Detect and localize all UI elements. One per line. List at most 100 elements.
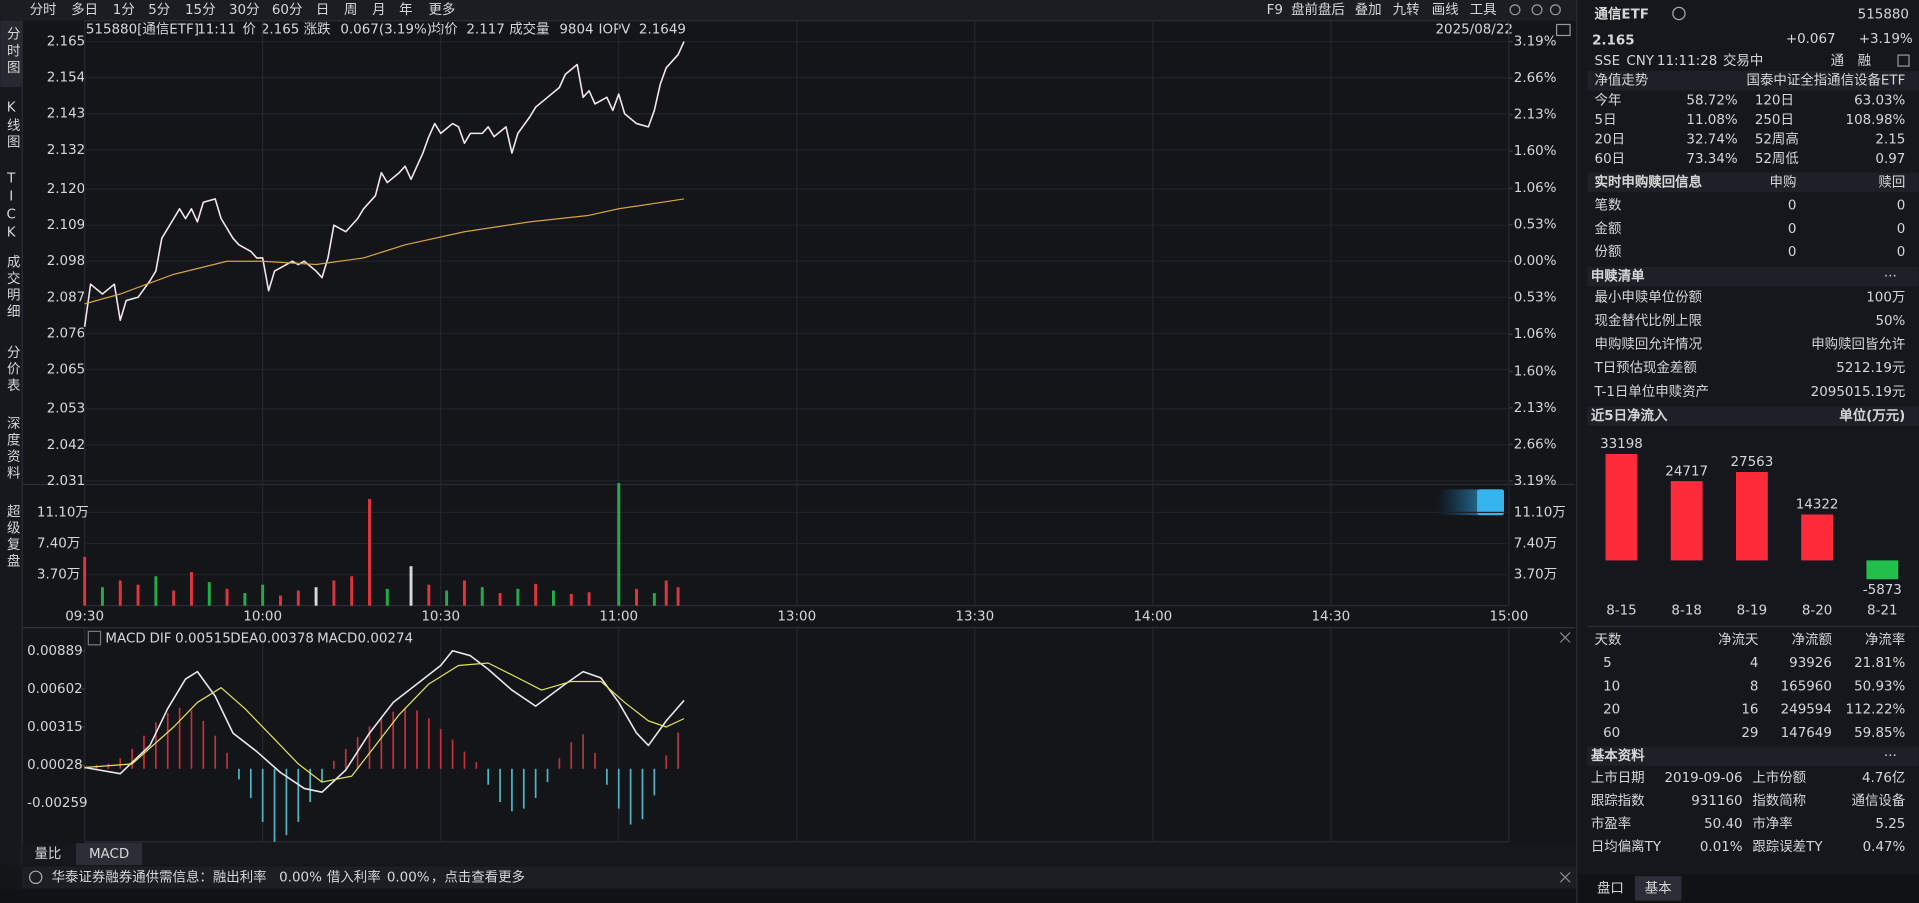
macd-legend: MACD	[317, 632, 357, 647]
toolbar-tool[interactable]: 九转	[1393, 2, 1420, 18]
row-value: 2019-09-06	[1664, 771, 1742, 786]
volume-bar	[409, 566, 413, 606]
toolbar-icons[interactable]	[1509, 4, 1571, 37]
volume-tick-label: 11.10万	[1514, 505, 1566, 520]
flow-category: 8-20	[1802, 604, 1833, 619]
flow-bar	[1605, 453, 1638, 561]
more-button[interactable]: ···	[1884, 270, 1897, 285]
toolbar-tab[interactable]: 多日	[71, 1, 98, 18]
toolbar-tab[interactable]: 月	[372, 3, 385, 18]
toolbar-tool[interactable]: 画线	[1432, 2, 1459, 18]
x-tick-label: 10:00	[243, 610, 282, 625]
price-line	[84, 649, 685, 793]
y2-tick-label: 3.19%	[1514, 474, 1557, 489]
volume-bar	[172, 590, 176, 606]
y-tick-label: 2.031	[47, 474, 85, 489]
status-link[interactable]: ，点击查看更多	[431, 868, 525, 885]
volume-bar	[296, 590, 300, 606]
row-value: 0	[1788, 199, 1797, 214]
average-line	[84, 198, 685, 305]
toolbar-tool[interactable]: 工具	[1470, 3, 1497, 18]
sidebar-tab[interactable]: K线图	[4, 100, 21, 151]
x-tick-label: 14:00	[1133, 610, 1172, 625]
table-cell: 60	[1603, 726, 1620, 741]
volume-bar	[462, 580, 466, 606]
volume-bar	[332, 580, 336, 606]
close-icon[interactable]	[1559, 871, 1571, 883]
help-icon[interactable]	[87, 630, 102, 646]
toolbar-tool[interactable]: F9	[1267, 3, 1283, 18]
quote-price: 2.165	[1592, 33, 1635, 48]
row-value: 4.76亿	[1862, 770, 1905, 786]
panel-tab[interactable]: 盘口	[1597, 879, 1624, 896]
flow-category: 8-18	[1671, 604, 1701, 619]
y2-tick-label: 1.60%	[1514, 144, 1557, 159]
volume-bar	[279, 595, 282, 606]
row-label: T日预估现金差额	[1594, 360, 1698, 376]
x-tick-label: 11:00	[599, 610, 638, 625]
bottom-strip	[0, 889, 1577, 903]
toolbar-tab[interactable]: 周	[344, 3, 357, 18]
status-text: 华泰证券融券通供需信息：融出利率	[52, 868, 267, 885]
panel-tab[interactable]: 基本	[1645, 879, 1672, 896]
toolbar-tab[interactable]: 5分	[148, 2, 170, 18]
macd-value: 0.00274	[357, 632, 413, 647]
sidebar-tab[interactable]: 深度资料	[4, 416, 21, 482]
volume-bar	[118, 580, 122, 606]
x-tick-label: 13:00	[777, 610, 816, 625]
section-title: 净值走势	[1595, 73, 1649, 89]
toolbar-tab[interactable]: 更多	[428, 1, 455, 18]
macd-tick-label: 0.00602	[27, 682, 83, 697]
divider	[1576, 0, 1578, 903]
sidebar-tab[interactable]: 分价表	[4, 345, 21, 395]
y-tick-label: 2.098	[47, 254, 85, 269]
header-item: 涨跌	[304, 21, 331, 37]
row-value: 0	[1897, 245, 1906, 260]
volume-bar	[569, 593, 573, 606]
header-item: 价	[242, 22, 256, 37]
flow-category: 8-15	[1606, 604, 1637, 619]
row-label: 最小申赎单位份额	[1595, 289, 1703, 305]
x-tick-label: 10:30	[421, 610, 460, 625]
sidebar-tab[interactable]: 超级复盘	[4, 504, 21, 570]
header-item: 2.165	[261, 22, 299, 37]
column-header: 净流天	[1718, 632, 1758, 648]
y2-tick-label: 2.13%	[1514, 108, 1557, 123]
close-icon[interactable]	[1559, 632, 1571, 643]
y-tick-label: 2.076	[47, 326, 85, 341]
toolbar-tab[interactable]: 1分	[113, 2, 135, 18]
indicator-tab[interactable]: MACD	[89, 847, 129, 862]
flow-value-label: 27563	[1731, 455, 1774, 470]
row-label: 申购赎回允许情况	[1595, 337, 1703, 353]
row-value: 0	[1788, 245, 1797, 260]
toolbar-tab[interactable]: 60分	[272, 2, 303, 18]
more-button[interactable]: ···	[1884, 749, 1897, 764]
row-label: 跟踪指数	[1591, 793, 1645, 809]
sidebar-tab[interactable]: TICK	[4, 171, 19, 243]
sidebar-tab[interactable]: 分时图	[4, 27, 21, 77]
sidebar-tab[interactable]: 成交明细	[4, 254, 21, 320]
row-value: 50.40	[1704, 817, 1742, 832]
row-label: 现金替代比例上限	[1595, 313, 1703, 329]
toolbar-tab[interactable]: 15分	[185, 2, 216, 18]
row-value: 2095015.19元	[1811, 385, 1906, 400]
volume-bar	[136, 584, 140, 606]
volume-bar	[100, 587, 104, 606]
widget-cube[interactable]	[1477, 489, 1504, 516]
row-value: 5212.19元	[1836, 361, 1905, 376]
price-line	[83, 41, 685, 327]
toolbar-tab[interactable]: 30分	[229, 2, 260, 18]
macd-value: 0.00515	[175, 632, 231, 647]
column-header: 赎回	[1878, 174, 1905, 190]
y-tick-label: 2.120	[47, 182, 85, 197]
toolbar-tab[interactable]: 日	[316, 3, 329, 18]
toolbar-tab[interactable]: 分时	[30, 2, 57, 18]
section-title: 近5日净流入	[1591, 407, 1668, 424]
toolbar-tool[interactable]: 叠加	[1355, 2, 1382, 18]
indicator-tab[interactable]: 量比	[34, 846, 61, 862]
toolbar-tool[interactable]: 盘前盘后	[1291, 1, 1345, 18]
y-tick-label: 2.065	[47, 362, 85, 377]
toolbar-tab[interactable]: 年	[399, 2, 412, 18]
quote-name: 通信ETF	[1595, 6, 1649, 23]
header-item: 9804	[559, 22, 593, 37]
